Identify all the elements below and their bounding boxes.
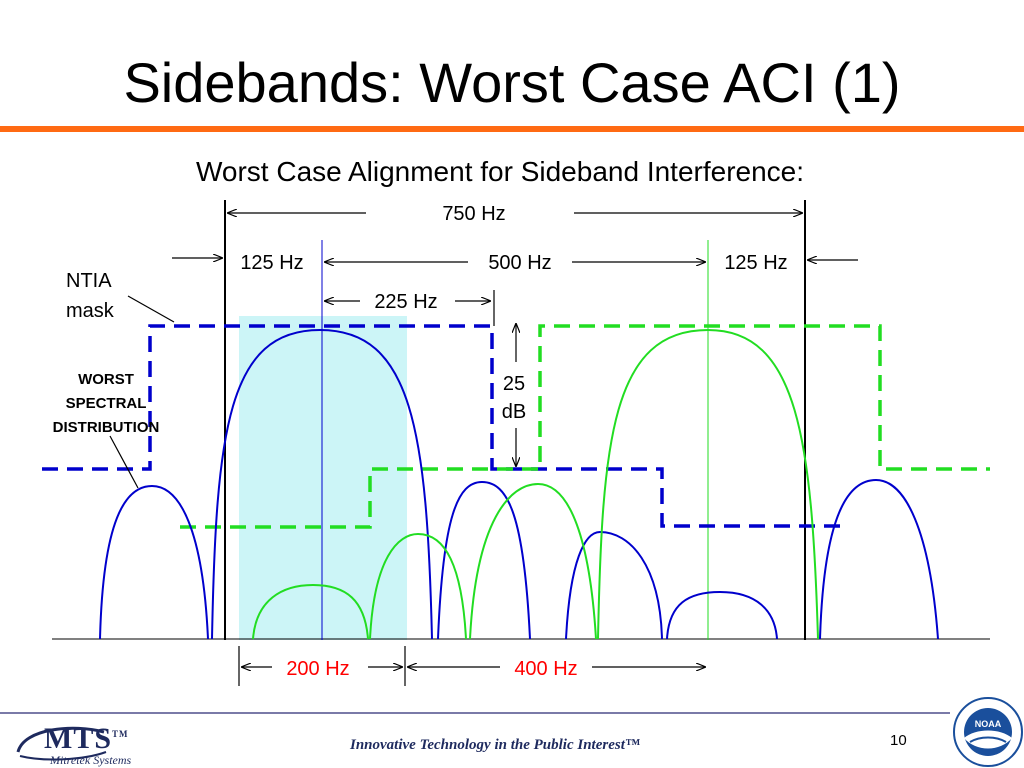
mts-logo-icon (16, 726, 107, 761)
label-500-hz: 500 Hz (488, 252, 551, 274)
green-spectrum (252, 328, 819, 640)
slide-subtitle: Worst Case Alignment for Sideband Interf… (195, 156, 805, 187)
label-400-hz: 400 Hz (514, 658, 577, 680)
mts-logo-text: MTSTM (44, 722, 129, 756)
label-ntia: NTIA (66, 270, 112, 292)
mts-logo-letters: MTS (44, 722, 113, 755)
label-225-hz: 225 Hz (374, 291, 437, 313)
slide-title: Sidebands: Worst Case ACI (1) (123, 51, 901, 114)
green-ntia-mask (180, 324, 990, 529)
mitretek-systems-label: Mitretek Systems (50, 753, 132, 767)
label-125-hz-left: 125 Hz (240, 252, 303, 274)
footer-divider (0, 712, 950, 714)
highlight-band (239, 316, 407, 640)
label-750-hz: 750 Hz (442, 203, 505, 225)
noaa-seal-text: NOAA (975, 719, 1002, 729)
label-25: 25 (503, 373, 525, 395)
label-mask: mask (66, 300, 115, 322)
sideband-diagram: 750 Hz 125 Hz 500 Hz 125 Hz 225 Hz 25 dB… (42, 200, 990, 686)
noaa-seal-icon: NOAA (953, 697, 1023, 767)
label-200-hz: 200 Hz (286, 658, 349, 680)
title-divider (0, 126, 1024, 132)
label-worst: WORST (78, 371, 134, 388)
mts-trademark: TM (112, 729, 129, 739)
pointer-ntia (127, 295, 175, 323)
label-distribution: DISTRIBUTION (53, 419, 160, 436)
blue-ntia-mask (42, 324, 848, 528)
label-db: dB (502, 401, 526, 423)
pointer-worst (109, 435, 139, 489)
footer-tagline: Innovative Technology in the Public Inte… (350, 737, 640, 753)
page-number: 10 (890, 732, 907, 749)
label-125-hz-right: 125 Hz (724, 252, 787, 274)
label-spectral: SPECTRAL (66, 395, 147, 412)
